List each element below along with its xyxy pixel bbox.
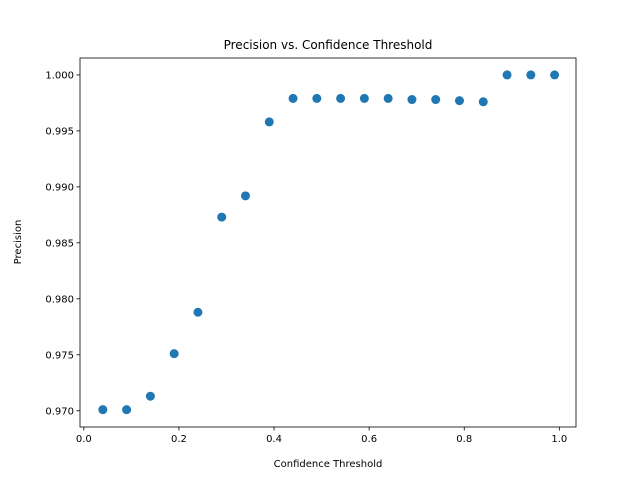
y-axis-label: Precision xyxy=(13,220,24,265)
y-tick-label: 0.980 xyxy=(45,294,74,305)
plot-area xyxy=(80,58,576,427)
x-tick-label: 0.0 xyxy=(76,434,92,445)
data-point xyxy=(550,70,560,80)
y-tick-label: 0.985 xyxy=(45,238,74,249)
data-point xyxy=(312,93,322,103)
data-point xyxy=(407,95,417,105)
data-point xyxy=(359,93,369,103)
data-point xyxy=(336,93,346,103)
data-point xyxy=(264,117,274,127)
data-point xyxy=(240,191,250,201)
x-tick-label: 1.0 xyxy=(551,434,567,445)
y-tick-label: 0.975 xyxy=(45,350,74,361)
data-point xyxy=(145,391,155,401)
data-points xyxy=(98,70,560,415)
data-point xyxy=(431,95,441,105)
data-point xyxy=(98,405,108,415)
data-point xyxy=(454,96,464,106)
y-tick-label: 0.990 xyxy=(45,182,74,193)
data-point xyxy=(288,93,298,103)
y-tick-label: 1.000 xyxy=(45,70,74,81)
plot-frame xyxy=(79,57,577,428)
x-tick-label: 0.2 xyxy=(171,434,187,445)
x-tick-label: 0.8 xyxy=(456,434,472,445)
x-tick-label: 0.4 xyxy=(266,434,282,445)
x-tick-label: 0.6 xyxy=(361,434,377,445)
y-tick-label: 0.970 xyxy=(45,406,74,417)
data-point xyxy=(526,70,536,80)
data-point xyxy=(122,405,132,415)
data-point xyxy=(502,70,512,80)
data-point xyxy=(478,97,488,107)
data-point xyxy=(383,93,393,103)
data-point xyxy=(193,307,203,317)
data-point xyxy=(169,349,179,359)
y-tick-label: 0.995 xyxy=(45,126,74,137)
x-axis-ticks: 0.0 0.2 0.4 0.6 0.8 1.0 xyxy=(76,427,567,445)
x-axis-label: Confidence Threshold xyxy=(274,459,383,470)
y-axis-ticks: 0.970 0.975 0.980 0.985 0.990 0.995 1.000 xyxy=(45,70,80,417)
chart-title: Precision vs. Confidence Threshold xyxy=(224,38,433,52)
data-point xyxy=(217,212,227,222)
